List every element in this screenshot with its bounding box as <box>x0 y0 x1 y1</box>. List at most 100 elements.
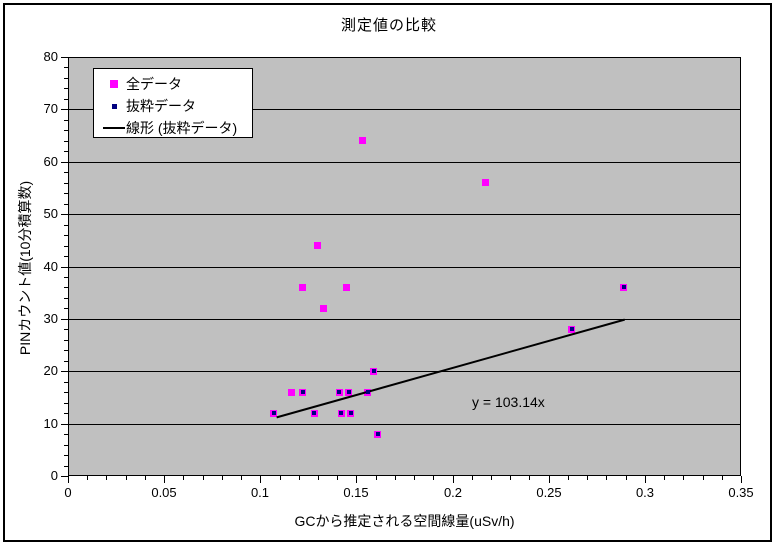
y-axis-minor-tick <box>64 382 68 383</box>
y-axis-major-tick <box>61 109 68 110</box>
x-axis-minor-tick <box>126 476 127 480</box>
y-axis-major-tick <box>61 162 68 163</box>
y-axis-major-tick <box>61 214 68 215</box>
x-axis-major-tick <box>741 476 742 483</box>
y-axis-minor-tick <box>64 78 68 79</box>
x-tick-label: 0.3 <box>635 485 655 500</box>
data-point-all-data <box>314 242 321 249</box>
y-axis-minor-tick <box>64 193 68 194</box>
legend-item-excerpt-data: 抜粋データ <box>102 95 252 117</box>
y-tick-label: 0 <box>50 468 58 483</box>
y-axis-minor-tick <box>64 141 68 142</box>
data-point-excerpt-data <box>312 411 316 415</box>
y-axis-minor-tick <box>64 403 68 404</box>
x-tick-label: 0.05 <box>151 485 177 500</box>
x-axis-minor-tick <box>203 476 204 480</box>
x-tick-label: 0.35 <box>728 485 754 500</box>
y-axis-minor-tick <box>64 466 68 467</box>
y-tick-label: 20 <box>43 363 58 378</box>
x-axis-minor-tick <box>587 476 588 480</box>
y-tick-label: 60 <box>43 154 58 169</box>
y-axis-major-tick <box>61 319 68 320</box>
y-axis-major-tick <box>61 57 68 58</box>
y-gridline <box>69 162 740 163</box>
x-axis-minor-tick <box>280 476 281 480</box>
y-axis-minor-tick <box>64 445 68 446</box>
y-gridline <box>69 109 740 110</box>
x-tick-label: 0.15 <box>343 485 369 500</box>
x-axis-minor-tick <box>395 476 396 480</box>
y-axis-minor-tick <box>64 455 68 456</box>
x-axis-major-tick <box>164 476 165 483</box>
x-axis-minor-tick <box>529 476 530 480</box>
y-axis-minor-tick <box>64 246 68 247</box>
y-axis-minor-tick <box>64 308 68 309</box>
y-axis-minor-tick <box>64 88 68 89</box>
x-axis-minor-tick <box>376 476 377 480</box>
x-axis-minor-tick <box>183 476 184 480</box>
y-axis-minor-tick <box>64 392 68 393</box>
y-gridline <box>69 424 740 425</box>
x-tick-label: 0.25 <box>536 485 562 500</box>
legend-item-all-data: 全データ <box>102 73 252 95</box>
x-tick-label: 0 <box>64 485 72 500</box>
y-axis-minor-tick <box>64 151 68 152</box>
data-point-all-data <box>482 179 489 186</box>
legend-label-all-data: 全データ <box>126 76 182 92</box>
y-axis-minor-tick <box>64 329 68 330</box>
legend-marker-all-data-icon <box>102 80 126 88</box>
y-axis-major-tick <box>61 476 68 477</box>
data-point-excerpt-data <box>570 327 574 331</box>
y-axis-major-tick <box>61 371 68 372</box>
y-axis-minor-tick <box>64 183 68 184</box>
y-axis-title: PINカウント値(10分積算数) <box>17 180 33 356</box>
legend-item-trendline: 線形 (抜粋データ) <box>102 117 252 139</box>
y-axis-minor-tick <box>64 67 68 68</box>
x-axis-minor-tick <box>491 476 492 480</box>
x-axis-minor-tick <box>626 476 627 480</box>
data-point-excerpt-data <box>366 390 370 394</box>
data-point-excerpt-data <box>337 390 341 394</box>
y-tick-label: 50 <box>43 206 58 221</box>
legend-label-excerpt-data: 抜粋データ <box>126 98 196 114</box>
legend-marker-excerpt-data-icon <box>102 103 126 109</box>
legend-marker-trendline-icon <box>102 127 126 129</box>
data-point-excerpt-data <box>339 411 343 415</box>
x-axis-minor-tick <box>414 476 415 480</box>
x-axis-minor-tick <box>222 476 223 480</box>
x-axis-minor-tick <box>337 476 338 480</box>
data-point-all-data <box>359 137 366 144</box>
y-axis-minor-tick <box>64 340 68 341</box>
data-point-excerpt-data <box>301 390 305 394</box>
x-axis-minor-tick <box>472 476 473 480</box>
x-axis-minor-tick <box>722 476 723 480</box>
data-point-excerpt-data <box>272 411 276 415</box>
x-axis-major-tick <box>68 476 69 483</box>
chart-title: 測定値の比較 <box>340 17 437 34</box>
data-point-excerpt-data <box>376 432 380 436</box>
data-point-all-data <box>320 305 327 312</box>
x-axis-minor-tick <box>703 476 704 480</box>
x-axis-minor-tick <box>318 476 319 480</box>
trendline <box>276 318 625 419</box>
y-axis-minor-tick <box>64 350 68 351</box>
x-axis-minor-tick <box>606 476 607 480</box>
data-point-excerpt-data <box>372 369 376 373</box>
x-axis-minor-tick <box>87 476 88 480</box>
x-axis-major-tick <box>645 476 646 483</box>
x-tick-label: 0.1 <box>250 485 270 500</box>
y-axis-major-tick <box>61 267 68 268</box>
y-axis-minor-tick <box>64 235 68 236</box>
x-axis-minor-tick <box>106 476 107 480</box>
legend-label-trendline: 線形 (抜粋データ) <box>126 120 238 136</box>
y-axis-minor-tick <box>64 225 68 226</box>
x-axis-minor-tick <box>683 476 684 480</box>
y-tick-label: 80 <box>43 49 58 64</box>
y-tick-label: 10 <box>43 416 58 431</box>
x-axis-minor-tick <box>145 476 146 480</box>
data-point-excerpt-data <box>349 411 353 415</box>
y-axis-minor-tick <box>64 99 68 100</box>
x-axis-minor-tick <box>568 476 569 480</box>
y-axis-major-tick <box>61 424 68 425</box>
